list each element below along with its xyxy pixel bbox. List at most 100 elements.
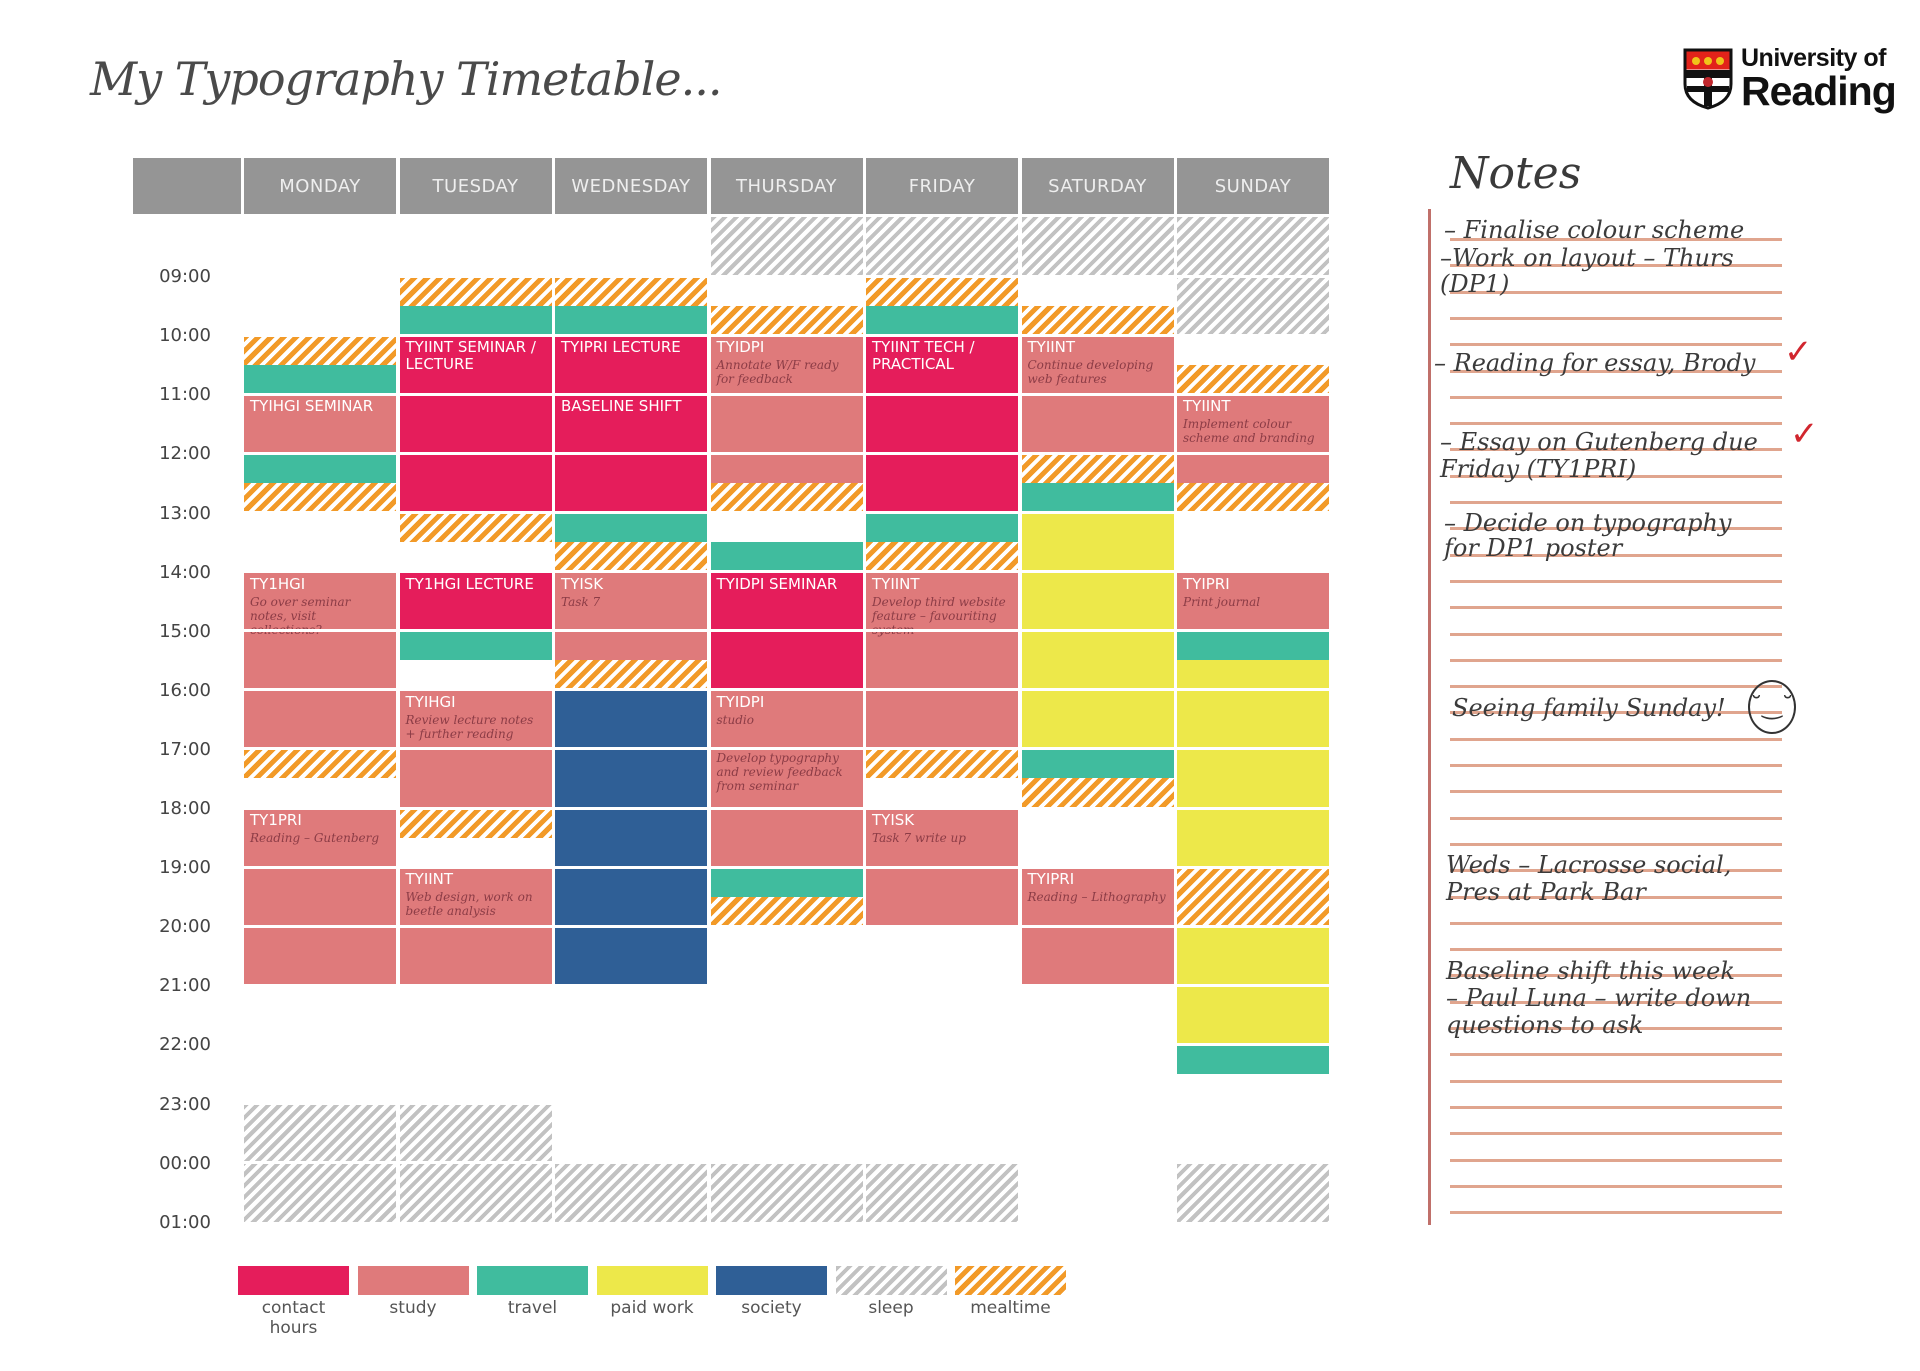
event-meal[interactable] [710,305,863,336]
event-contact[interactable]: TY1HGI LECTURE [399,571,552,631]
hour-divider [244,451,1333,455]
event-meal[interactable] [244,482,396,513]
event-title: TYIINT SEMINAR / LECTURE [405,338,536,374]
event-sleep[interactable] [1177,1162,1329,1222]
note-rule [1450,1158,1782,1162]
time-label: 19:00 [159,857,211,879]
event-travel[interactable] [244,364,396,395]
event-meal[interactable] [1177,867,1329,927]
note-line: for DP1 poster [1444,534,1623,562]
event-travel[interactable] [710,867,863,897]
event-meal[interactable] [1021,778,1174,808]
event-travel[interactable] [866,305,1018,336]
event-title: TYIDPI SEMINAR [716,574,838,593]
hour-divider [244,1161,1333,1165]
legend-swatch-meal [955,1266,1066,1295]
event-travel[interactable] [866,512,1018,543]
note-rule [1450,1211,1782,1215]
event-travel[interactable] [1021,748,1174,779]
note-rule [1450,1000,1782,1004]
event-title: BASELINE SHIFT [561,397,682,416]
event-travel[interactable] [244,453,396,483]
event-meal[interactable] [555,660,707,690]
event-meal[interactable] [244,335,396,365]
event-travel[interactable] [1021,482,1174,513]
note-rule [1450,527,1782,531]
event-note: Go over seminar notes, visit collections… [250,594,351,637]
event-meal[interactable] [244,748,396,779]
event-meal[interactable] [399,512,552,543]
event-note: Develop typography and review feedback f… [716,750,843,793]
event-study[interactable]: TYIINT Develop third website feature – fa… [866,571,1018,749]
note-line: questions to ask [1446,1011,1644,1039]
note-line: Pres at Park Bar [1446,878,1646,906]
event-travel[interactable] [710,542,863,572]
event-travel[interactable] [1177,630,1329,661]
event-note: Continue developing web features [1027,358,1154,387]
page-title: My Typography Timetable... [90,52,722,106]
event-study[interactable]: TYIDPI studio [710,689,863,749]
event-travel[interactable] [399,630,552,661]
event-contact[interactable]: TYIINT SEMINAR / LECTURE [399,335,552,513]
event-meal[interactable] [866,276,1018,306]
event-contact[interactable]: TYIINT TECH / PRACTICAL [866,335,1018,513]
legend-label: travel [507,1298,558,1318]
note-rule [1450,658,1782,662]
event-title: TYIDPI [716,692,765,711]
event-sleep[interactable] [555,1162,707,1222]
event-contact[interactable]: TYIPRI LECTURE [555,335,707,395]
event-travel[interactable] [399,305,552,336]
event-meal[interactable] [1021,453,1174,483]
note-rule [1450,1132,1782,1136]
event-study[interactable]: TYIHGI SEMINAR [244,394,396,454]
note-line: – Essay on Gutenberg due [1440,428,1758,456]
day-divider [863,217,866,1222]
notes-margin-line [1428,209,1431,1225]
day-divider [1018,217,1022,1222]
note-rule [1450,1184,1782,1188]
event-meal[interactable] [555,542,707,572]
note-rule [1450,343,1782,347]
event-note: Annotate W/F ready for feedback [716,358,839,387]
event-meal[interactable] [710,482,863,513]
hour-divider [244,274,1333,278]
event-study[interactable]: TYIINT Implement colour scheme and brandi… [1177,394,1329,483]
event-meal[interactable] [866,748,1018,779]
event-travel[interactable] [555,512,707,543]
event-meal[interactable] [1177,482,1329,513]
note-rule [1450,974,1782,978]
event-meal[interactable] [1021,305,1174,336]
day-header-monday: MONDAY [244,158,396,214]
event-meal[interactable] [555,276,707,306]
event-note: studio [716,712,754,727]
event-sleep[interactable] [866,1162,1018,1222]
event-sleep[interactable] [710,217,863,277]
event-travel[interactable] [555,305,707,336]
event-travel[interactable] [1177,1044,1329,1074]
event-study[interactable]: TYIPRI Print journal [1177,571,1329,631]
note-rule [1450,1027,1782,1030]
note-line: Seeing family Sunday! [1452,694,1726,722]
note-line: – Finalise colour scheme [1444,216,1745,244]
event-sleep[interactable] [1021,217,1174,277]
event-meal[interactable] [866,542,1018,572]
event-meal[interactable] [399,808,552,838]
note-rule [1450,395,1782,399]
event-note: Implement colour scheme and branding [1183,417,1315,446]
time-label: 01:00 [159,1211,211,1233]
event-meal[interactable] [710,896,863,927]
event-society[interactable] [555,689,707,986]
event-study[interactable]: TY1PRI Reading – Gutenberg [244,808,396,986]
event-study[interactable]: TYISK Task 7 [555,571,707,661]
event-meal[interactable] [1177,364,1329,395]
event-sleep[interactable] [866,217,1018,277]
event-title: TYIINT TECH / PRACTICAL [872,338,975,374]
event-paid[interactable] [1177,660,1329,868]
day-divider [1174,217,1177,1222]
event-meal[interactable] [399,276,552,306]
event-sleep[interactable] [710,1162,863,1222]
event-note: Reading – Lithography [1027,890,1166,905]
event-study[interactable]: TYIDPI Annotate W/F ready for feedback [710,335,863,483]
note-rule [1450,895,1782,899]
